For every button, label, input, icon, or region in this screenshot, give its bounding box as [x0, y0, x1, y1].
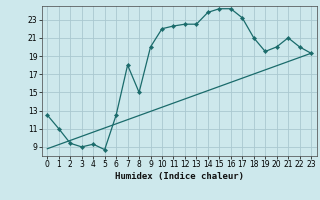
X-axis label: Humidex (Indice chaleur): Humidex (Indice chaleur) — [115, 172, 244, 181]
